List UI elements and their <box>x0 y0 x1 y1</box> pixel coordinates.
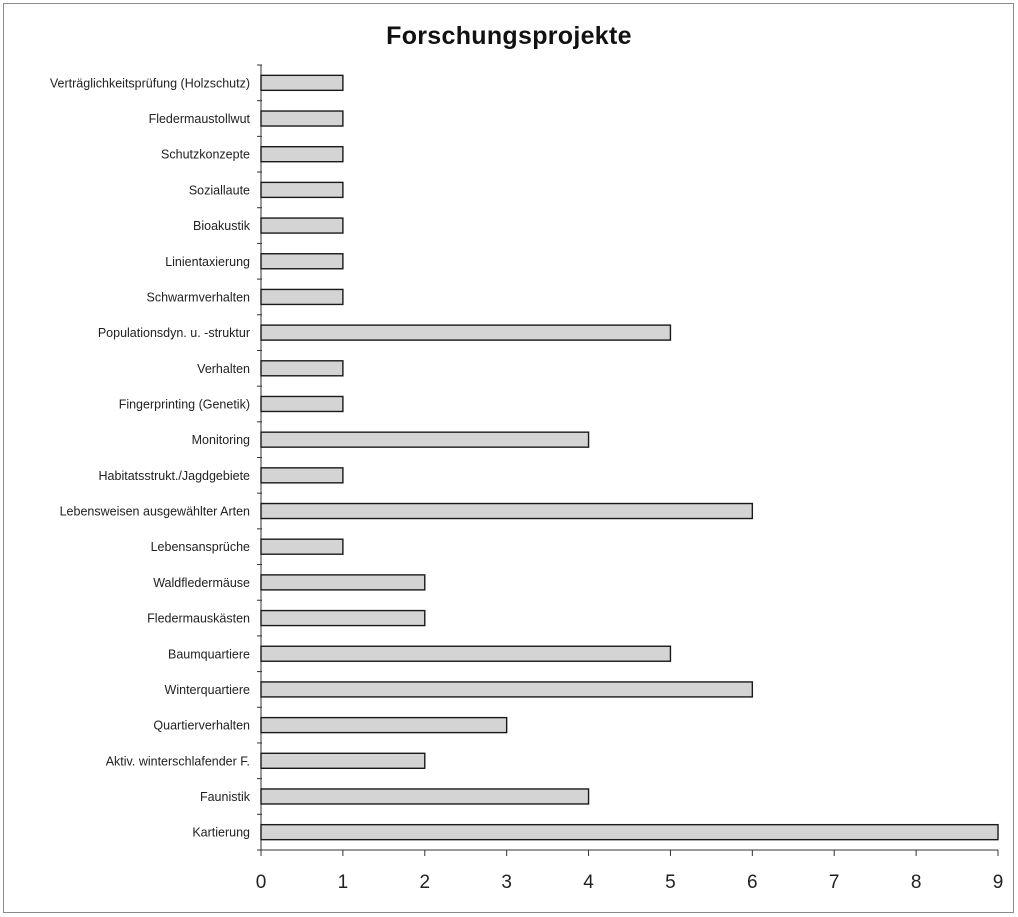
category-label: Lebensansprüche <box>151 540 250 554</box>
category-label: Faunistik <box>200 790 251 804</box>
category-label: Waldfledermäuse <box>153 576 250 590</box>
bar <box>260 360 344 377</box>
bar <box>260 431 590 448</box>
bar <box>260 110 344 127</box>
category-label: Verhalten <box>197 362 250 376</box>
category-label: Kartierung <box>192 826 250 840</box>
category-label: Fledermauskästen <box>147 612 250 626</box>
bar <box>260 752 426 769</box>
bar <box>260 253 344 270</box>
chart-title: Forschungsprojekte <box>386 22 632 50</box>
x-tick-label: 8 <box>911 872 922 893</box>
bar <box>260 395 344 413</box>
category-label: Verträglichkeitsprüfung (Holzschutz) <box>50 76 250 90</box>
bar <box>260 823 999 841</box>
x-tick-label: 9 <box>993 872 1004 893</box>
category-label: Fledermaustollwut <box>149 112 251 126</box>
category-label: Linientaxierung <box>165 255 250 269</box>
category-label: Baumquartiere <box>168 647 250 661</box>
bar <box>260 324 672 341</box>
category-label: Schwarmverhalten <box>146 290 250 304</box>
bar <box>260 467 344 484</box>
category-label: Aktiv. winterschlafender F. <box>106 754 250 768</box>
bar <box>260 788 590 805</box>
bar <box>260 574 426 591</box>
x-tick-label: 2 <box>419 872 430 893</box>
bar <box>260 538 344 555</box>
bar <box>260 716 508 734</box>
bar <box>260 181 344 199</box>
x-tick-label: 4 <box>583 872 594 893</box>
bar <box>260 645 672 662</box>
bar <box>260 146 344 163</box>
bar <box>260 502 754 520</box>
x-tick-label: 5 <box>665 872 676 893</box>
category-label: Fingerprinting (Genetik) <box>119 397 250 411</box>
x-tick-label: 3 <box>501 872 512 893</box>
x-tick-label: 1 <box>338 872 349 893</box>
bar <box>260 609 426 627</box>
chart-frame <box>3 3 1014 913</box>
bar <box>260 217 344 234</box>
category-label: Quartierverhalten <box>153 719 250 733</box>
bar <box>260 74 344 92</box>
category-label: Schutzkonzepte <box>161 148 250 162</box>
x-tick-label: 0 <box>256 872 267 893</box>
x-tick-label: 6 <box>747 872 758 893</box>
category-label: Soziallaute <box>189 183 250 197</box>
bar <box>260 288 344 306</box>
category-label: Bioakustik <box>193 219 251 233</box>
category-label: Winterquartiere <box>165 683 250 697</box>
x-tick-label: 7 <box>829 872 840 893</box>
category-label: Populationsdyn. u. -struktur <box>98 326 250 340</box>
category-label: Lebensweisen ausgewählter Arten <box>60 505 250 519</box>
category-label: Habitatsstrukt./Jagdgebiete <box>99 469 251 483</box>
bar <box>260 681 754 698</box>
category-label: Monitoring <box>192 433 250 447</box>
